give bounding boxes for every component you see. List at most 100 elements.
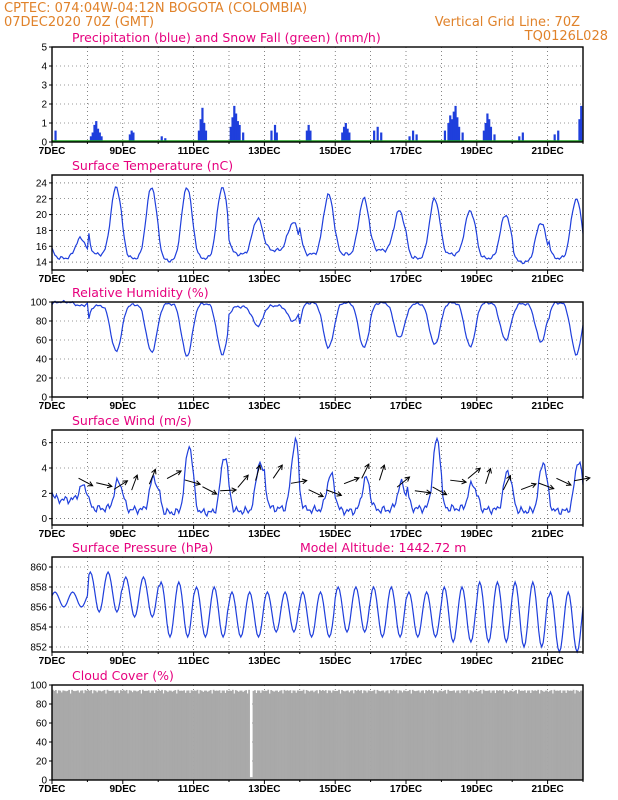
temp-ytick-label: 16 [36,242,48,253]
precip-xtick-label: 13DEC [248,146,280,157]
cloud-column [280,690,283,780]
cloud-column [382,690,385,780]
cloud-column [512,691,514,780]
cloud-column [397,693,399,780]
cloud-column [369,690,371,780]
cloud-frame [51,684,584,781]
cloud-column [288,690,290,780]
cloud-column [180,690,183,780]
rh-series-line [51,299,584,357]
precip-xtick-label: 7DEC [39,146,66,157]
cloud-column [364,690,367,780]
press-xtick-label: 21DEC [531,656,563,667]
wind-xtick-label: 17DEC [390,529,422,540]
cloud-column [150,690,153,780]
cloud-column [519,690,522,780]
rh-xtick-label: 9DEC [109,401,136,412]
press-ytick-label: 854 [30,623,47,634]
cloud-column [243,690,246,780]
cloud-column [410,693,413,780]
cloud-column [103,689,106,780]
press-xtick-label: 7DEC [39,656,66,667]
cloud-column [556,690,559,780]
wind-vector [78,477,93,487]
cloud-column [271,690,274,780]
rh-ytick-label: 0 [41,393,47,404]
cloud-column [190,690,193,780]
wind-vector-head [548,484,555,490]
cloud-column [526,690,529,780]
cloud-column [211,693,214,780]
cloud-column [147,690,150,780]
cloud-column [562,690,565,780]
cloud-ytick-label: 20 [36,757,48,768]
press-ytick-label: 852 [30,643,47,654]
cloud-column [451,690,454,780]
wind-vector-head [106,482,113,489]
precip-xtick-label: 19DEC [461,146,493,157]
cloud-column [251,777,253,780]
cloud-column [372,690,374,780]
cloud-column [195,690,197,780]
cloud-column [351,690,354,780]
cloud-column [454,692,457,780]
cloud-column [349,690,352,780]
cloud-column [206,691,209,780]
wind-vector [326,489,342,496]
rh-xtick-label: 7DEC [39,401,66,412]
cloud-column [525,692,528,780]
cloud-column [554,690,557,780]
precip-bar [203,123,206,142]
precip-bar [557,130,560,142]
cloud-column [119,690,122,780]
cloud-column [316,690,318,780]
cloud-column [434,690,436,780]
cloud-column [522,690,525,780]
cloud-column [100,691,103,780]
cloud-column [111,690,113,780]
cloud-column [442,690,445,780]
wind-vector-head [176,470,183,476]
cloud-column [96,692,99,780]
cloud-column [133,690,135,780]
cloud-column [544,690,547,780]
cloud-column [115,690,118,780]
cloud-column [490,692,492,780]
cloud-column [383,692,386,780]
cloud-column [223,690,225,780]
cloud-column [109,690,112,780]
cloud-column [69,693,72,780]
press-xtick-label: 17DEC [390,656,422,667]
cloud-column [332,690,335,780]
cloud-column [531,690,534,780]
cloud-column [485,690,488,780]
cloud-column [532,690,535,780]
wind-vector [556,477,572,486]
wind-vector [574,477,590,482]
cloud-column [94,690,97,780]
panel-press: Surface Pressure (hPa) Model Altitude: 14… [30,540,584,667]
cloud-column [255,692,258,780]
cloud-column [507,692,510,780]
cloud-column [385,690,388,780]
wind-xtick-label: 13DEC [248,529,280,540]
precip-bar [578,119,581,142]
header-station: CPTEC: 074:04W-04:12N BOGOTA (COLOMBIA) [4,1,307,16]
cloud-column [234,690,237,780]
precip-bar [450,119,454,142]
cloud-column [420,690,423,780]
wind-vector [202,486,217,495]
cloud-column [88,690,91,780]
cloud-column [192,690,194,780]
cloud-column [259,692,262,780]
wind-vector-head [584,475,591,482]
cloud-column [174,690,177,780]
cloud-column [453,690,455,780]
cloud-column [305,690,308,780]
cloud-column [249,777,252,780]
cloud-ytick-label: 80 [36,700,48,711]
cloud-column [63,690,66,780]
cloud-column [56,693,59,780]
press-xtick-label: 9DEC [109,656,136,667]
cloud-column [361,693,364,780]
